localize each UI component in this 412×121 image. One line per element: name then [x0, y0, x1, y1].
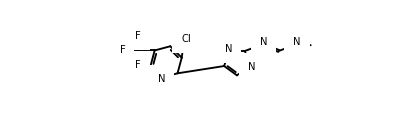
Text: N: N: [225, 44, 232, 54]
Text: Cl: Cl: [181, 34, 191, 44]
Text: N: N: [248, 62, 255, 72]
Text: N: N: [158, 74, 165, 84]
Text: F: F: [135, 60, 141, 70]
Text: N: N: [260, 37, 267, 47]
Text: N: N: [293, 37, 301, 47]
Text: F: F: [135, 31, 141, 41]
Text: F: F: [119, 45, 125, 55]
